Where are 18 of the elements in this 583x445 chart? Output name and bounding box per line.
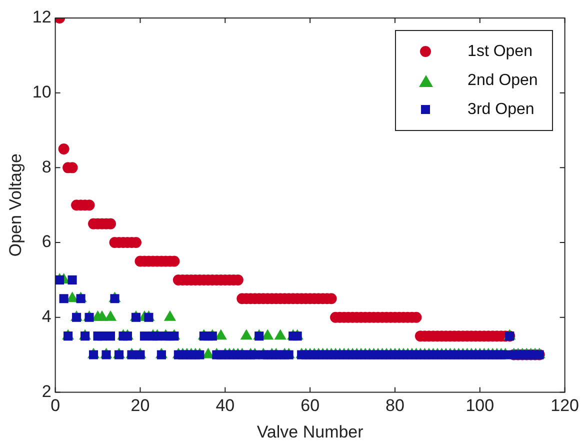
legend-label: 2nd Open	[468, 72, 538, 90]
legend-label: 3rd Open	[468, 100, 534, 118]
x-tick-label: 0	[50, 396, 60, 416]
x-tick-label: 40	[216, 396, 235, 416]
x-tick-label: 100	[466, 396, 494, 416]
x-tick-label: 120	[550, 396, 580, 416]
y-tick-label: 6	[42, 232, 52, 252]
y-axis-title: Open Voltage	[6, 154, 25, 257]
y-tick-label: 12	[32, 8, 52, 27]
x-tick-label: 60	[300, 396, 320, 416]
y-tick-label: 4	[42, 307, 52, 326]
y-tick-label: 8	[42, 157, 52, 176]
y-tick-label: 10	[32, 82, 52, 102]
legend-label: 1st Open	[468, 42, 532, 60]
x-axis-title: Valve Number	[256, 422, 364, 442]
y-tick-label: 2	[42, 382, 52, 401]
x-tick-label: 80	[386, 396, 404, 416]
x-tick-label: 20	[130, 396, 150, 416]
